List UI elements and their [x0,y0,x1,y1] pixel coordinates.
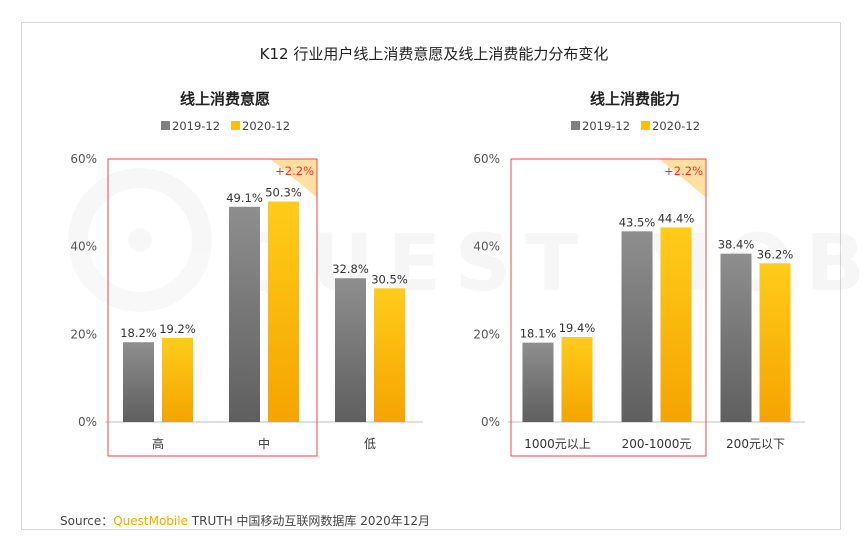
y-tick-label: 40% [70,240,97,254]
bar-2019 [229,206,260,422]
x-category-label: 低 [364,437,376,451]
bar-value-label-2020: 19.2% [159,322,196,336]
bar-2020 [759,263,791,422]
source-prefix: Source： [60,514,114,528]
x-category-label: 中 [258,436,270,451]
x-category-label: 高 [152,436,164,451]
bar-2020 [660,227,692,422]
legend-label-2019: 2019-12 [582,119,630,133]
legend-label-2020: 2020-12 [652,119,700,133]
y-tick-label: 40% [473,240,500,254]
y-tick-label: 20% [70,327,97,341]
highlight-annotation: +2.2% [664,164,703,178]
y-tick-label: 0% [481,415,500,429]
bar-2020 [268,201,299,422]
highlight-box [107,158,318,457]
y-tick-label: 0% [78,415,97,429]
bar-2019 [522,342,554,422]
bar-value-label-2019: 38.4% [718,238,755,252]
chart-card [21,22,841,530]
legend-label-2020: 2020-12 [242,119,290,133]
bar-value-label-2019: 32.8% [332,262,369,276]
left-chart-title: 线上消费意愿 [179,90,270,108]
legend-swatch-2020 [641,121,650,130]
bar-2019 [720,253,752,422]
bar-value-label-2019: 49.1% [226,191,263,205]
x-category-label: 200-1000元 [622,437,692,451]
source-brand: QuestMobile [113,514,188,528]
bar-value-label-2020: 36.2% [757,247,794,261]
highlight-annotation: +2.2% [275,164,314,178]
x-category-label: 1000元以上 [524,437,591,451]
x-category-label: 200元以下 [726,437,785,451]
y-tick-label: 20% [473,327,500,341]
bar-2020 [374,288,405,422]
source-note: Source：QuestMobile TRUTH 中国移动互联网数据库 2020… [60,512,430,529]
legend-label-2019: 2019-12 [172,119,220,133]
bar-value-label-2019: 18.2% [120,326,157,340]
bar-2019 [335,278,366,422]
bar-2019 [621,231,653,422]
bar-value-label-2020: 19.4% [559,321,596,335]
source-detail: TRUTH 中国移动互联网数据库 2020年12月 [187,514,431,528]
highlight-flag [660,159,706,197]
bar-2019 [123,342,154,422]
legend-swatch-2019 [571,121,580,130]
bar-value-label-2020: 50.3% [265,186,302,200]
chart-main-title: K12 行业用户线上消费意愿及线上消费能力分布变化 [259,45,609,63]
y-tick-label: 60% [70,152,97,166]
highlight-flag [271,159,317,197]
bar-value-label-2019: 43.5% [619,215,656,229]
bar-2020 [162,337,193,422]
bar-value-label-2020: 44.4% [658,211,695,225]
bar-value-label-2019: 18.1% [520,327,557,341]
legend-swatch-2019 [161,121,170,130]
legend-swatch-2020 [231,121,240,130]
bar-2020 [561,336,593,422]
y-tick-label: 60% [473,152,500,166]
right-chart-title: 线上消费能力 [589,90,680,108]
highlight-box [510,158,707,457]
bar-value-label-2020: 30.5% [371,272,408,286]
